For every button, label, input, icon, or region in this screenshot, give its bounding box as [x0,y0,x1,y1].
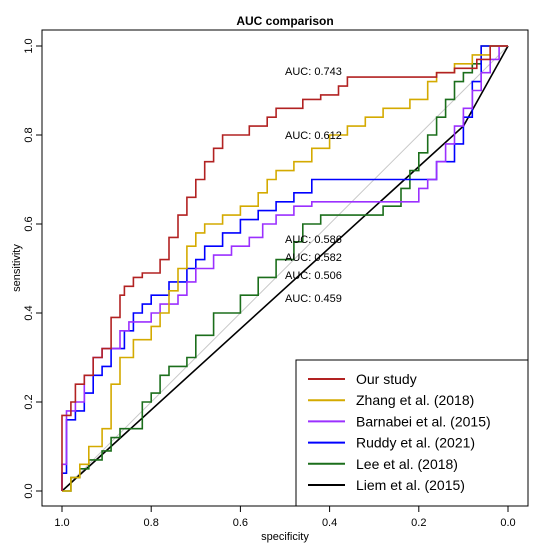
legend: Our study Zhang et al. (2018) Barnabei et … [295,359,529,507]
legend-box [295,359,529,507]
auc-label-3: AUC: 0.586 [285,234,342,246]
auc-label-4: AUC: 0.582 [285,252,342,264]
x-tick-label: 1.0 [54,517,69,529]
y-tick-label: 0.0 [23,483,35,498]
plot-frame [41,29,529,507]
reference-diagonal [61,45,509,492]
x-tick-label: 0.0 [500,517,515,529]
x-tick-label: 0.6 [233,517,248,529]
legend-label-4: Ruddy et al. (2021) [356,435,475,451]
y-tick-label: 0.2 [23,394,35,409]
auc-label-5: AUC: 0.506 [285,270,342,282]
x-axis-label: specificity [261,531,309,543]
plot-area [61,45,509,492]
legend-label-3: Barnabei et al. (2015) [356,413,491,429]
auc-label-2: AUC: 0.612 [285,130,342,142]
y-axis-label: sensitivity [11,244,23,292]
x-tick-label: 0.2 [411,517,426,529]
x-axis: 1.0 0.8 0.6 0.4 0.2 0.0 [54,506,516,529]
auc-labels: AUC: 0.743 AUC: 0.612 AUC: 0.586 AUC: 0.582… [285,66,342,305]
y-axis: 0.0 0.2 0.4 0.6 0.8 1.0 [23,38,42,499]
x-tick-label: 0.4 [322,517,337,529]
legend-label-2: Zhang et al. (2018) [356,392,474,408]
auc-label-1: AUC: 0.743 [285,66,342,78]
legend-label-5: Lee et al. (2018) [356,456,458,472]
y-tick-label: 1.0 [23,38,35,53]
legend-label-1: Our study [356,371,417,387]
legend-label-6: Liem et al. (2015) [356,477,465,493]
roc-curve-5 [62,45,508,492]
y-tick-label: 0.8 [23,127,35,142]
chart-title: AUC comparison [236,14,333,28]
roc-curve-2 [62,45,508,492]
x-tick-label: 0.8 [144,517,159,529]
y-tick-label: 0.4 [23,305,35,320]
y-tick-label: 0.6 [23,216,35,231]
roc-curve-1 [61,45,508,491]
auc-label-6: AUC: 0.459 [285,293,342,305]
